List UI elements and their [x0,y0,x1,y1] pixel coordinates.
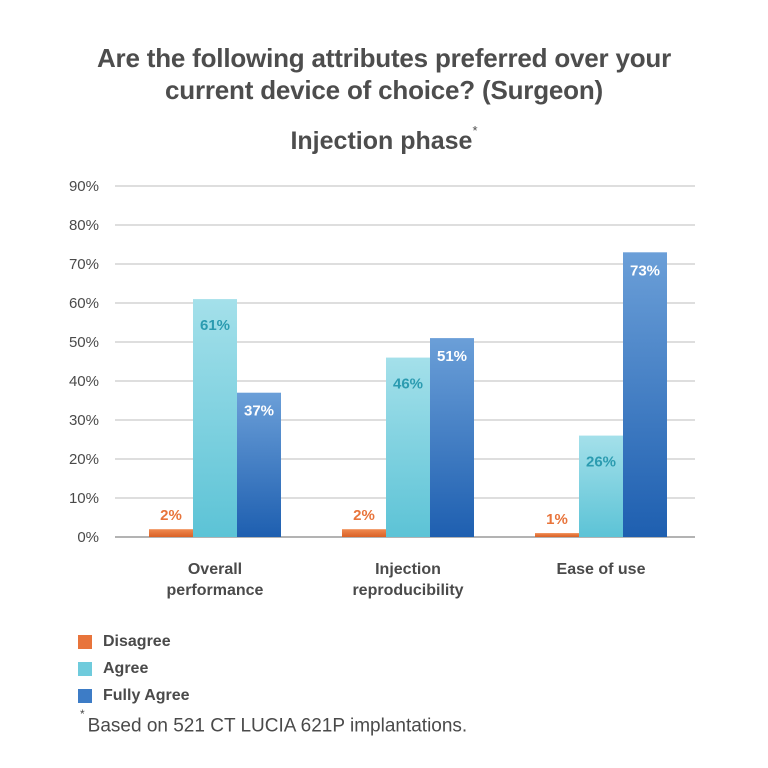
bar-value-label: 26% [586,454,616,471]
legend-label-disagree: Disagree [103,632,171,650]
bar-fully-agree [237,392,281,537]
bar-disagree [535,533,579,537]
chart-title-line-1: Are the following attributes preferred o… [96,43,672,73]
y-tick-label: 90% [69,178,99,195]
chart-subtitle-text: Injection phase [290,127,473,155]
x-tick-label: Overall performance [167,561,264,599]
y-axis-ticks: 0% 10% 20% 30% 40% 50% 60% 70% 80% 90% [69,178,99,546]
y-tick-label: 10% [69,490,99,507]
footnote-marker: * [80,707,85,721]
chart-title: Are the following attributes preferred o… [0,42,768,106]
bar-agree [193,299,237,537]
legend-label-fully-agree: Fully Agree [103,686,190,704]
legend: Disagree Agree Fully Agree [78,628,190,709]
legend-item-agree: Agree [78,655,190,682]
bar-value-label: 37% [244,403,274,420]
bar-fully-agree [623,252,667,538]
legend-swatch-fully-agree [78,688,92,703]
bar-disagree [149,529,193,537]
x-tick-label: Ease of use [557,561,646,578]
bar-fully-agree [430,338,474,537]
y-tick-label: 20% [69,451,99,468]
y-tick-label: 0% [77,529,99,546]
y-tick-label: 50% [69,334,99,351]
legend-swatch-agree [78,661,92,676]
bars [149,252,667,538]
footnote: *Based on 521 CT LUCIA 621P implantation… [80,707,468,737]
x-tick-label: Injection reproducibility [352,561,463,599]
y-tick-label: 30% [69,412,99,429]
bar-value-label: 2% [160,507,182,524]
y-tick-label: 60% [69,295,99,312]
bar-value-label: 73% [630,262,660,279]
y-tick-label: 40% [69,373,99,390]
footnote-text: Based on 521 CT LUCIA 621P implantations… [87,715,468,737]
y-tick-label: 70% [69,256,99,273]
legend-swatch-disagree [78,634,92,649]
chart-title-line-2: current device of choice? (Surgeon) [165,75,603,105]
bar-disagree [342,529,386,537]
bar-value-label: 61% [200,317,230,334]
bar-agree [386,357,430,537]
bar-value-label: 46% [393,376,423,393]
legend-item-fully-agree: Fully Agree [78,682,190,709]
legend-label-agree: Agree [103,659,149,677]
y-tick-label: 80% [69,217,99,234]
bar-value-label: 1% [546,511,568,528]
subtitle-footnote-marker: * [472,123,478,138]
x-axis-categories: Overall performance Injection reproducibili… [167,561,646,599]
legend-item-disagree: Disagree [78,628,190,655]
bar-value-label: 51% [437,348,467,365]
bar-value-label: 2% [353,507,375,524]
bar-labels: 2% 2% 1% 61% 46% 26% 37% 51% 73% [160,262,660,528]
chart-subtitle: Injection phase* [0,123,768,156]
bar-agree [579,435,623,537]
